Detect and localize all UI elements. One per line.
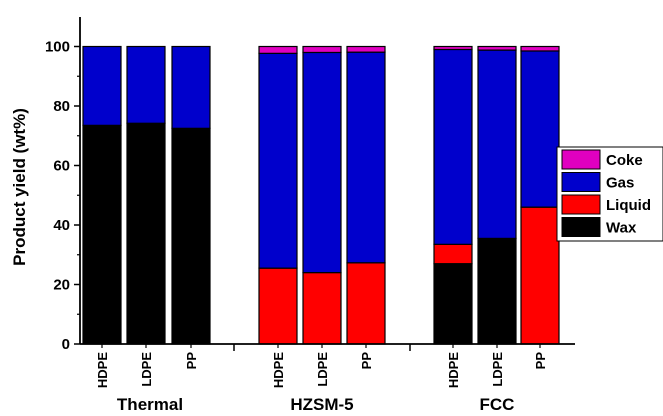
legend-label-gas: Gas xyxy=(606,175,634,192)
bar-segment-gas xyxy=(126,45,166,124)
x-category-label: HDPE xyxy=(271,352,286,388)
bar-segment-wax xyxy=(433,263,473,345)
bar-segment-wax xyxy=(477,237,517,345)
bar-segment-gas xyxy=(433,48,473,245)
y-tick-label: 100 xyxy=(45,39,70,56)
bar-segment-coke xyxy=(477,45,517,51)
y-tick-label: 80 xyxy=(53,98,70,115)
x-category-label: PP xyxy=(184,352,199,370)
bar-segment-wax xyxy=(126,122,166,345)
bar-segment-gas xyxy=(258,52,298,269)
bar-segment-gas xyxy=(346,51,386,264)
x-group-label: HZSM-5 xyxy=(290,395,353,414)
y-tick-label: 0 xyxy=(62,336,70,353)
bar-segment-gas xyxy=(302,51,342,274)
legend-swatch-wax xyxy=(561,217,601,237)
bar-segment-gas xyxy=(171,45,211,129)
bar-segment-coke xyxy=(302,45,342,54)
x-category-label: PP xyxy=(533,352,548,370)
bar-segment-wax xyxy=(82,124,122,345)
bar-segment-liquid xyxy=(346,262,386,345)
y-axis-title: Product yield (wt%) xyxy=(10,108,29,266)
labels-layer: 0 20 40 60 80 100 HDPE LDPE PP Thermal HDPE LDPE PP H… xyxy=(45,39,548,415)
x-category-label: HDPE xyxy=(446,352,461,388)
bar-segment-coke xyxy=(346,45,386,53)
bar-segment-coke xyxy=(433,45,473,51)
bar-segment-wax xyxy=(171,127,211,345)
legend: Coke Gas Liquid Wax xyxy=(556,146,663,242)
legend-label-coke: Coke xyxy=(606,152,643,169)
bar-segment-gas xyxy=(477,49,517,239)
bar-segment-coke xyxy=(520,45,560,52)
legend-swatch-liquid xyxy=(561,194,601,215)
x-category-label: LDPE xyxy=(315,352,330,387)
x-category-label: PP xyxy=(359,352,374,370)
bar-segment-liquid xyxy=(258,267,298,345)
legend-label-wax: Wax xyxy=(606,220,637,237)
x-group-label: Thermal xyxy=(117,395,183,414)
bar-segment-liquid xyxy=(433,243,473,265)
bar-segment-liquid xyxy=(520,206,560,345)
axis-layer xyxy=(74,45,80,345)
y-tick-label: 20 xyxy=(53,277,70,294)
x-category-label: LDPE xyxy=(490,352,505,387)
legend-label-liquid: Liquid xyxy=(606,197,651,214)
x-category-label: HDPE xyxy=(95,352,110,388)
x-group-label: FCC xyxy=(480,395,515,414)
y-tick-label: 40 xyxy=(53,217,70,234)
bar-segment-gas xyxy=(520,50,560,208)
bar-segment-coke xyxy=(258,45,298,54)
x-category-label: LDPE xyxy=(139,352,154,387)
legend-swatch-gas xyxy=(561,172,601,192)
legend-swatch-coke xyxy=(561,149,601,170)
bar-segment-gas xyxy=(82,45,122,126)
y-tick-label: 60 xyxy=(53,158,70,175)
bars-layer xyxy=(82,45,560,345)
axis-frame xyxy=(79,17,575,351)
bar-segment-liquid xyxy=(302,272,342,345)
